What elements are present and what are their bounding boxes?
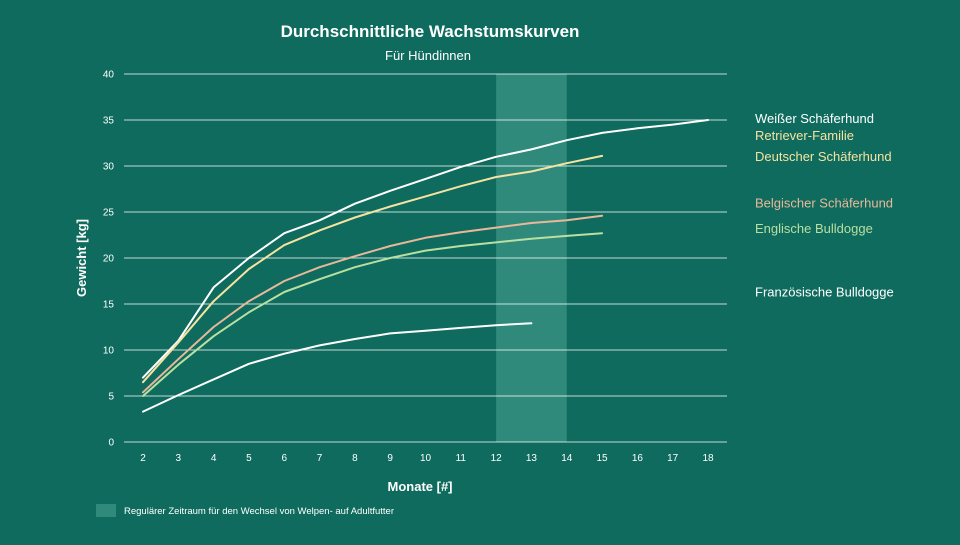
y-tick-label: 30	[103, 162, 115, 173]
x-tick-label: 4	[211, 453, 217, 464]
y-tick-label: 20	[103, 254, 115, 265]
band-legend-swatch	[96, 504, 116, 517]
y-tick-label: 10	[103, 346, 115, 357]
x-tick-label: 9	[387, 453, 393, 464]
series-line-5	[142, 322, 533, 413]
x-tick-label: 2	[140, 453, 146, 464]
series-line-2	[142, 154, 604, 384]
chart-title: Durchschnittliche Wachstumskurven	[281, 22, 580, 41]
x-tick-label: 14	[561, 453, 573, 464]
x-tick-label: 8	[352, 453, 358, 464]
y-tick-label: 5	[108, 392, 114, 403]
series-line-4	[142, 232, 604, 397]
series-layer	[142, 119, 709, 413]
legend-label: Französische Bulldogge	[755, 284, 894, 299]
grid-layer	[124, 73, 727, 443]
x-tick-label: 15	[597, 453, 609, 464]
x-tick-label: 17	[667, 453, 679, 464]
x-tick-label: 18	[702, 453, 714, 464]
legend-label: Belgischer Schäferhund	[755, 196, 893, 211]
x-tick-label: 11	[456, 453, 467, 464]
y-tick-label: 35	[103, 116, 115, 127]
x-tick-label: 13	[526, 453, 538, 464]
x-tick-label: 7	[317, 453, 323, 464]
legend-label: Englische Bulldogge	[755, 221, 873, 236]
x-tick-label: 6	[281, 453, 287, 464]
x-axis-label: Monate [#]	[388, 479, 453, 494]
y-tick-label: 15	[103, 300, 115, 311]
x-tick-label: 10	[420, 453, 432, 464]
y-tick-label: 25	[103, 208, 115, 219]
x-tick-label: 16	[632, 453, 644, 464]
y-tick-label: 0	[108, 438, 114, 449]
y-tick-label: 40	[103, 70, 115, 81]
legend-label: Weißer Schäferhund	[755, 111, 874, 126]
x-tick-label: 3	[176, 453, 182, 464]
y-axis-label: Gewicht [kg]	[74, 219, 89, 297]
band-legend-label: Regulärer Zeitraum für den Wechsel von W…	[124, 506, 394, 517]
legend: Weißer Schäferhund Retriever-Familie Deuts…	[755, 111, 894, 299]
x-tick-label: 12	[491, 453, 503, 464]
series-line-1	[142, 119, 709, 379]
x-tick-layer: 2 3 4 5 6 7 8 9 10 11 12 13 14 15 16 17 18	[140, 453, 714, 464]
legend-label: Retriever-Familie	[755, 128, 854, 143]
y-tick-layer: 0 5 10 15 20 25 30 35 40	[103, 70, 115, 449]
x-tick-label: 5	[246, 453, 252, 464]
series-line-3	[142, 214, 604, 394]
legend-label: Deutscher Schäferhund	[755, 149, 892, 164]
chart-subtitle: Für Hündinnen	[385, 48, 471, 63]
